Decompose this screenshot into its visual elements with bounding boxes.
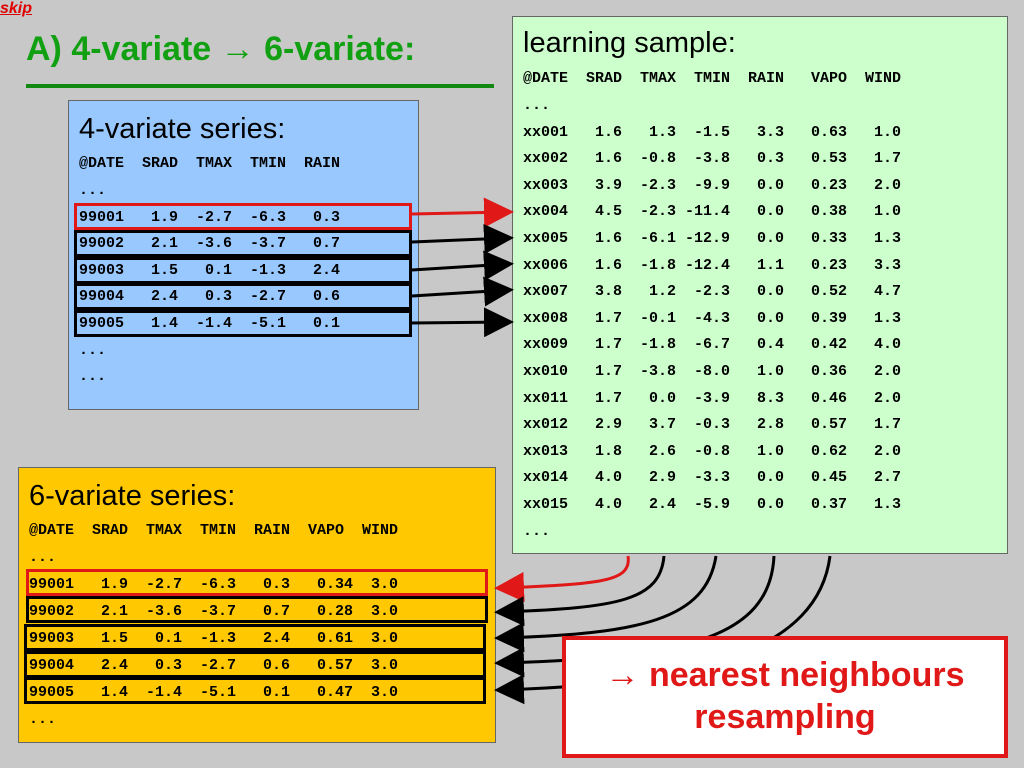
- six-variate-row: 99004 2.4 0.3 -2.7 0.6 0.57 3.0: [29, 657, 399, 674]
- six-variate-row: 99003 1.5 0.1 -1.3 2.4 0.61 3.0: [29, 630, 399, 647]
- four-variate-row-frame-2: [74, 230, 412, 257]
- six-variate-row-frame-5: [24, 677, 486, 704]
- learning-sample-row: xx002 1.6 -0.8 -3.8 0.3 0.53 1.7: [523, 150, 902, 168]
- four-variate-title: 4-variate series:: [79, 113, 286, 145]
- six-variate-row-frame-2: [26, 596, 488, 623]
- arrow-right-2: [411, 250, 514, 281]
- four-variate-row: 99005 1.4 -1.4 -5.1 0.1: [79, 315, 341, 332]
- arrow-back-1: [494, 555, 666, 627]
- learning-sample-row: xx009 1.7 -1.8 -6.7 0.4 0.42 4.0: [523, 336, 902, 354]
- six-variate-row: 99005 1.4 -1.4 -5.1 0.1 0.47 3.0: [29, 684, 399, 701]
- learning-sample-row: xx003 3.9 -2.3 -9.9 0.0 0.23 2.0: [523, 176, 902, 194]
- arrow-right-3: [411, 276, 514, 307]
- arrow-right-1: [411, 224, 514, 254]
- four-variate-row: ...: [79, 182, 107, 199]
- six-variate-row: ...: [29, 711, 57, 728]
- learning-sample-row: xx004 4.5 -2.3 -11.4 0.0 0.38 1.0: [523, 203, 902, 221]
- four-variate-row-frame-3: [74, 257, 412, 284]
- four-variate-row-frame-4: [74, 283, 412, 310]
- learning-sample-row: ...: [523, 97, 551, 114]
- learning-sample-row: xx007 3.8 1.2 -2.3 0.0 0.52 4.7: [523, 283, 902, 301]
- learning-sample-title: learning sample:: [523, 27, 736, 59]
- four-variate-row-frame-5: [74, 310, 412, 337]
- learning-sample-row: xx015 4.0 2.4 -5.9 0.0 0.37 1.3: [523, 496, 902, 513]
- learning-sample-row: xx006 1.6 -1.8 -12.4 1.1 0.23 3.3: [523, 256, 902, 274]
- slide-title: A) 4-variate → 6-variate:: [26, 30, 416, 68]
- six-variate-row-frame-1: [26, 569, 488, 596]
- four-variate-row: ...: [79, 368, 107, 386]
- six-variate-title: 6-variate series:: [29, 480, 236, 512]
- six-variate-row: 99001 1.9 -2.7 -6.3 0.3 0.34 3.0: [29, 576, 399, 593]
- arrow-right-4: [411, 307, 514, 338]
- learning-sample-row: xx012 2.9 3.7 -0.3 2.8 0.57 1.7: [523, 416, 902, 434]
- four-variate-row: 99002 2.1 -3.6 -3.7 0.7: [79, 235, 341, 253]
- six-variate-row-frame-3: [24, 624, 486, 651]
- four-variate-header: @DATE SRAD TMAX TMIN RAIN: [79, 155, 341, 172]
- skip-link[interactable]: skip: [0, 0, 33, 17]
- six-variate-row-frame-4: [24, 651, 486, 678]
- learning-sample-row: xx013 1.8 2.6 -0.8 1.0 0.62 2.0: [523, 442, 902, 460]
- learning-sample-header: @DATE SRAD TMAX TMIN RAIN VAPO WIND: [523, 70, 902, 87]
- resampling-callout: → nearest neighbours resampling: [562, 636, 1008, 758]
- callout-line-1: → nearest neighbours: [605, 656, 965, 694]
- four-variate-row: 99001 1.9 -2.7 -6.3 0.3: [79, 208, 341, 226]
- four-variate-row-frame-1: [74, 203, 412, 230]
- learning-sample-row: xx011 1.7 0.0 -3.9 8.3 0.46 2.0: [523, 389, 902, 407]
- six-variate-row: 99002 2.1 -3.6 -3.7 0.7 0.28 3.0: [29, 603, 399, 620]
- title-underline: [26, 84, 494, 88]
- arrow-right-red: [411, 197, 514, 228]
- learning-sample-row: ...: [523, 522, 551, 540]
- callout-line-2: resampling: [694, 698, 876, 736]
- learning-sample-row: xx010 1.7 -3.8 -8.0 1.0 0.36 2.0: [523, 363, 902, 380]
- learning-sample-row: xx014 4.0 2.9 -3.3 0.0 0.45 2.7: [523, 469, 902, 487]
- four-variate-row: 99003 1.5 0.1 -1.3 2.4: [79, 261, 341, 279]
- four-variate-row: 99004 2.4 0.3 -2.7 0.6: [79, 288, 341, 306]
- six-variate-header: @DATE SRAD TMAX TMIN RAIN VAPO WIND: [29, 522, 399, 539]
- arrow-back-red: [494, 555, 630, 603]
- learning-sample-row: xx005 1.6 -6.1 -12.9 0.0 0.33 1.3: [523, 230, 902, 247]
- arrow-back-2: [494, 555, 718, 653]
- six-variate-row: ...: [29, 549, 57, 566]
- learning-sample-row: xx001 1.6 1.3 -1.5 3.3 0.63 1.0: [523, 123, 902, 141]
- four-variate-row: ...: [79, 341, 107, 359]
- learning-sample-row: xx008 1.7 -0.1 -4.3 0.0 0.39 1.3: [523, 309, 902, 327]
- six-variate-box: 6-variate series: @DATE SRAD TMAX TMIN R…: [18, 467, 496, 743]
